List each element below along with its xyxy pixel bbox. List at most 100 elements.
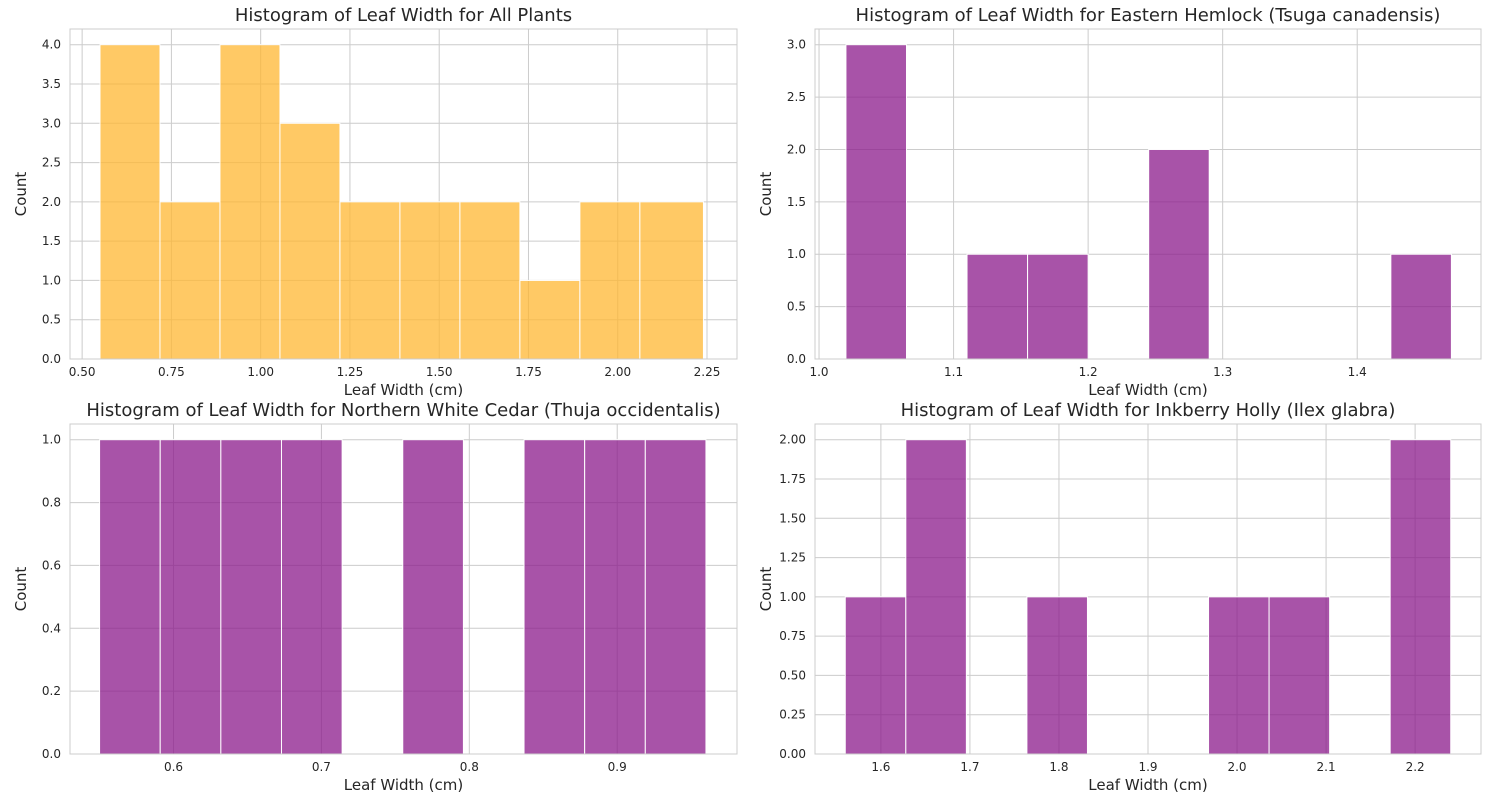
histogram-bar [644, 439, 707, 755]
y-tick-label: 0.5 [787, 300, 806, 314]
x-tick-label: 1.3 [1213, 365, 1232, 379]
x-tick-label: 1.4 [1348, 365, 1367, 379]
y-tick-label: 4.0 [42, 38, 61, 52]
histogram-bar [159, 439, 222, 755]
y-tick-label: 0.2 [42, 684, 61, 698]
y-tick-label: 0.6 [42, 558, 61, 572]
histogram-bar [966, 253, 1029, 360]
y-tick-label: 0.5 [42, 313, 61, 327]
histogram-bar [279, 122, 341, 360]
y-tick-label: 2.5 [787, 90, 806, 104]
plot-frame [69, 28, 738, 360]
x-tick-label: 1.00 [247, 365, 274, 379]
plot-frame [69, 423, 738, 755]
x-tick-label: 1.8 [1049, 760, 1068, 774]
y-tick-label: 1.50 [779, 511, 806, 525]
y-tick-label: 1.5 [787, 195, 806, 209]
histogram-bar [399, 201, 461, 360]
x-axis-label: Leaf Width (cm) [1088, 381, 1207, 399]
panel-inkberry-holly: 1.6 1.7 1.8 1.9 2.0 2.1 2.2 0.00 0.25 0.50 0.75 1.0… [757, 400, 1482, 794]
histogram-bar [844, 596, 907, 755]
y-tick-label: 3.0 [42, 116, 61, 130]
y-tick-label: 0.0 [42, 352, 61, 366]
y-tick-label: 3.0 [787, 38, 806, 52]
histogram-bar [1027, 253, 1089, 360]
histogram-bar [1148, 148, 1210, 360]
x-tick-label: 1.2 [1079, 365, 1098, 379]
chart-title: Histogram of Leaf Width for Northern Whi… [86, 400, 720, 421]
y-axis-label: Count [12, 172, 30, 217]
x-tick-label: 0.6 [164, 760, 183, 774]
chart-title: Histogram of Leaf Width for All Plants [235, 5, 572, 26]
x-axis-label: Leaf Width (cm) [344, 776, 463, 794]
y-tick-label: 0.25 [779, 708, 806, 722]
chart-title: Histogram of Leaf Width for Inkberry Hol… [901, 400, 1396, 421]
histogram-bar [845, 44, 907, 360]
y-axis-label: Count [757, 172, 775, 217]
y-tick-label: 0.75 [779, 629, 806, 643]
x-tick-label: 2.25 [694, 365, 721, 379]
y-tick-label: 0.0 [42, 747, 61, 761]
y-tick-label: 1.75 [779, 472, 806, 486]
x-axis-label: Leaf Width (cm) [1088, 776, 1207, 794]
y-tick-label: 0.00 [779, 747, 806, 761]
histogram-bar [402, 439, 464, 755]
histogram-bar [220, 439, 282, 755]
x-tick-label: 1.75 [515, 365, 542, 379]
histogram-bar [639, 201, 704, 360]
y-tick-label: 2.0 [42, 195, 61, 209]
histogram-bar [1389, 439, 1452, 755]
x-tick-label: 1.50 [426, 365, 453, 379]
x-tick-label: 1.6 [871, 760, 890, 774]
histogram-bar [339, 201, 401, 360]
histogram-bar [99, 439, 161, 755]
y-tick-label: 0.4 [42, 621, 61, 635]
y-tick-label: 2.00 [779, 433, 806, 447]
histogram-bar [99, 44, 161, 360]
x-tick-label: 2.1 [1317, 760, 1336, 774]
histogram-bar [1208, 596, 1270, 755]
panel-all-plants: 0.50 0.75 1.00 1.25 1.50 1.75 2.00 2.25 0.0 0.5 1.… [12, 5, 738, 399]
x-tick-label: 0.7 [312, 760, 331, 774]
x-tick-label: 1.25 [337, 365, 364, 379]
chart-title: Histogram of Leaf Width for Eastern Heml… [856, 5, 1441, 26]
y-tick-label: 1.25 [779, 551, 806, 565]
histogram-bar [579, 201, 641, 360]
histogram-bar [280, 439, 343, 755]
y-tick-label: 1.5 [42, 234, 61, 248]
x-tick-label: 0.9 [608, 760, 627, 774]
x-tick-label: 1.1 [944, 365, 963, 379]
histogram-bar [519, 279, 581, 360]
y-tick-label: 1.00 [779, 590, 806, 604]
y-tick-label: 2.0 [787, 142, 806, 156]
y-tick-label: 2.5 [42, 156, 61, 170]
y-tick-label: 1.0 [42, 433, 61, 447]
x-tick-label: 1.9 [1138, 760, 1157, 774]
histogram-bar [584, 439, 646, 755]
histogram-bar [1390, 253, 1452, 360]
histogram-bar [523, 439, 586, 755]
histogram-bar [219, 44, 281, 360]
x-tick-label: 0.50 [69, 365, 96, 379]
x-tick-label: 2.2 [1406, 760, 1425, 774]
y-tick-label: 1.0 [787, 247, 806, 261]
y-tick-label: 3.5 [42, 77, 61, 91]
y-axis-label: Count [757, 567, 775, 612]
x-tick-label: 2.00 [604, 365, 631, 379]
x-tick-label: 1.7 [960, 760, 979, 774]
y-axis-label: Count [12, 567, 30, 612]
x-tick-label: 2.0 [1227, 760, 1246, 774]
histogram-bar [1026, 596, 1088, 755]
plot-frame [814, 28, 1482, 360]
plot-frame [814, 423, 1482, 755]
x-axis-label: Leaf Width (cm) [344, 381, 463, 399]
histogram-bar [459, 201, 521, 360]
histogram-bar [1268, 596, 1331, 755]
panel-eastern-hemlock: 1.0 1.1 1.2 1.3 1.4 0.0 0.5 1.0 1.5 2.0 2.5 3.0 His… [757, 5, 1482, 399]
y-tick-label: 0.8 [42, 496, 61, 510]
y-tick-label: 1.0 [42, 273, 61, 287]
x-tick-label: 0.8 [460, 760, 479, 774]
y-tick-label: 0.50 [779, 668, 806, 682]
histogram-bar [159, 201, 221, 360]
